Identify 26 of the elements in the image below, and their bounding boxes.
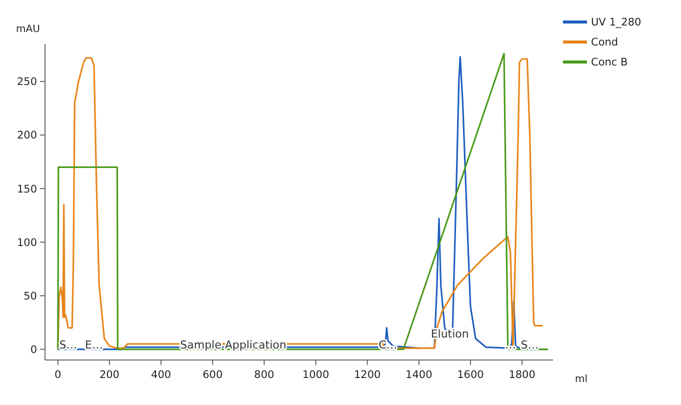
x-tick-label: 1800 [508, 369, 536, 381]
annotation: … [504, 338, 516, 352]
y-tick-label: 250 [16, 76, 37, 88]
x-tick-label: 400 [151, 369, 172, 381]
y-tick-label: 50 [24, 290, 37, 302]
legend-label: Conc B [591, 56, 628, 69]
y-tick-label: 0 [30, 344, 37, 356]
x-tick-label: 0 [54, 369, 62, 381]
x-tick-label: 1200 [354, 369, 381, 381]
legend-label: UV 1_280 [591, 16, 642, 29]
annotation: E… [85, 338, 103, 352]
y-tick-label: 100 [16, 236, 37, 249]
annotation: Sample Application [180, 338, 286, 352]
x-axis-title: ml [575, 374, 588, 385]
y-axis-title: mAU [16, 24, 40, 35]
x-tick-label: 200 [99, 369, 120, 381]
x-tick-label: 1400 [406, 369, 432, 381]
annotation: S… [520, 338, 539, 352]
y-tick-label: 150 [16, 183, 37, 196]
legend-label: Cond [591, 36, 618, 49]
y-tick-label: 200 [16, 130, 37, 142]
x-tick-label: 1600 [457, 369, 484, 381]
x-tick-label: 800 [254, 369, 274, 381]
x-tick-label: 600 [202, 369, 223, 381]
annotation: S… [59, 338, 78, 352]
x-tick-label: 1000 [302, 369, 330, 381]
